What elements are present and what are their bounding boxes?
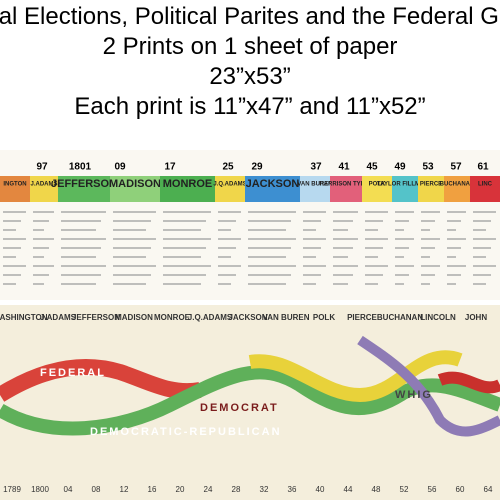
year-label: 28 xyxy=(232,485,241,494)
president-band xyxy=(470,176,500,202)
year-label: 1800 xyxy=(31,485,49,494)
president-name: J.ADAMS xyxy=(40,313,77,322)
party-label: DEMOCRATIC-REPUBLICAN xyxy=(90,426,282,438)
president-name: BUCHANAN xyxy=(440,182,475,188)
year-label: 12 xyxy=(120,485,129,494)
year-label: 44 xyxy=(344,485,353,494)
republican-stream xyxy=(437,371,500,394)
year-label: 32 xyxy=(260,485,269,494)
year-label: 29 xyxy=(251,162,263,173)
year-label: 09 xyxy=(114,162,126,173)
president-name: MONROE xyxy=(154,313,191,322)
president-name: JEFFERSON xyxy=(51,178,117,190)
year-label: 61 xyxy=(477,162,489,173)
president-name: VAN BUREN xyxy=(263,313,310,322)
year-label: 40 xyxy=(316,485,325,494)
president-band xyxy=(330,176,362,202)
president-name: JOHN xyxy=(465,313,487,322)
year-label: 16 xyxy=(148,485,157,494)
party-label: FEDERAL xyxy=(40,367,106,379)
year-label: 64 xyxy=(484,485,493,494)
president-name: HARRISON TYLER xyxy=(319,182,373,188)
president-band xyxy=(110,176,160,202)
year-label: 60 xyxy=(456,485,465,494)
president-name: PIERCE xyxy=(347,313,377,322)
president-band xyxy=(215,176,245,202)
president-band xyxy=(362,176,392,202)
year-label: 57 xyxy=(450,162,462,173)
year-label: 17 xyxy=(164,162,176,173)
party-label: WHIG xyxy=(395,389,433,401)
president-band xyxy=(58,176,110,202)
year-label: 52 xyxy=(400,485,409,494)
president-band xyxy=(245,176,300,202)
year-label: 08 xyxy=(92,485,101,494)
year-label: 25 xyxy=(222,162,234,173)
whig-stream xyxy=(248,350,463,403)
year-label: 04 xyxy=(64,485,73,494)
year-label: 1801 xyxy=(69,162,92,173)
year-label: 97 xyxy=(36,162,48,173)
header-line: ential Elections, Political Parites and … xyxy=(0,3,500,30)
president-name: MONROE xyxy=(163,178,213,190)
president-name: POLK xyxy=(369,182,386,188)
year-label: 37 xyxy=(310,162,322,173)
president-name: JEFFERSON xyxy=(72,313,120,322)
president-name: J.Q.ADAMS xyxy=(188,313,233,322)
header-line: 23”x53” xyxy=(209,63,291,90)
year-label: 41 xyxy=(338,162,350,173)
year-label: 48 xyxy=(372,485,381,494)
year-label: 53 xyxy=(422,162,434,173)
president-band xyxy=(444,176,470,202)
year-label: 36 xyxy=(288,485,297,494)
president-band xyxy=(418,176,444,202)
header-line: 2 Prints on 1 sheet of paper xyxy=(102,33,398,60)
year-label: 20 xyxy=(176,485,185,494)
president-name: INGTON xyxy=(3,182,26,188)
president-name: BUCHANAN xyxy=(377,313,423,322)
header-line: Each print is 11”x47” and 11”x52” xyxy=(74,93,426,120)
president-name: MADISON xyxy=(115,313,153,322)
year-label: 24 xyxy=(204,485,213,494)
year-label: 56 xyxy=(428,485,437,494)
president-name: MADISON xyxy=(109,178,161,190)
president-name: WASHINGTON xyxy=(0,313,48,322)
president-name: J.Q.ADAMS xyxy=(213,182,246,188)
president-band xyxy=(0,176,30,202)
president-band xyxy=(160,176,215,202)
year-label: 1789 xyxy=(3,485,21,494)
president-name: LINCOLN xyxy=(420,313,456,322)
party-label: DEMOCRAT xyxy=(200,402,279,414)
president-name: JACKSON xyxy=(228,313,267,322)
bottom-print xyxy=(0,305,500,500)
president-band xyxy=(300,176,330,202)
president-name: LINC xyxy=(478,182,493,188)
president-band xyxy=(30,176,58,202)
federal-stream xyxy=(0,359,202,402)
president-name: J.ADAMS xyxy=(30,182,57,188)
president-name: JACKSON xyxy=(246,178,300,190)
other-stream xyxy=(357,335,500,437)
year-label: 45 xyxy=(366,162,378,173)
president-band xyxy=(392,176,418,202)
year-label: 49 xyxy=(394,162,406,173)
president-name: VAN BUREN xyxy=(297,182,332,188)
president-name: TAYLOR FILLMORE xyxy=(377,182,433,188)
president-name: POLK xyxy=(313,313,335,322)
president-name: PIERCE xyxy=(420,182,442,188)
